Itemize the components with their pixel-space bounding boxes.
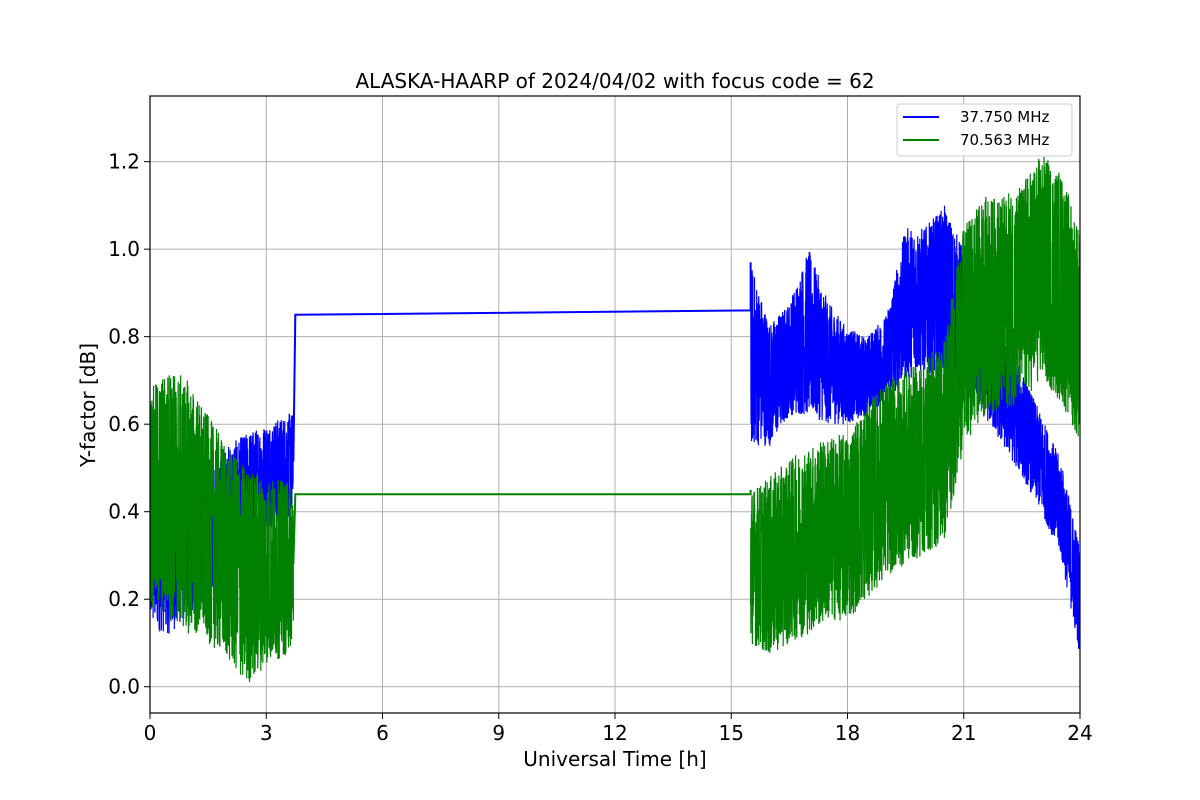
x-tick-label: 24 (1067, 721, 1092, 745)
y-tick-label: 0.8 (108, 325, 140, 349)
legend-label-70-563-mhz: 70.563 MHz (960, 131, 1049, 149)
series-trace-late (750, 205, 1080, 649)
y-tick-label: 0.0 (108, 675, 140, 699)
x-tick-label: 6 (376, 721, 389, 745)
y-tick-label: 1.0 (108, 237, 140, 261)
series-70-563-mhz (150, 156, 1080, 683)
y-tick-label: 0.2 (108, 587, 140, 611)
ticks: 0 3 6 9 12 15 18 21 24 0.0 0.2 0.4 0.6 0.8 1.0 1.2 (108, 150, 1093, 745)
x-tick-label: 0 (144, 721, 157, 745)
series-trace-late (750, 156, 1080, 654)
legend: 37.750 MHz 70.563 MHz (896, 103, 1073, 157)
x-tick-label: 18 (835, 721, 860, 745)
series-trace-early (150, 375, 294, 683)
plot-area (150, 156, 1080, 683)
chart-title: ALASKA-HAARP of 2024/04/02 with focus co… (355, 69, 874, 93)
legend-label-37-750-mhz: 37.750 MHz (960, 108, 1049, 126)
x-tick-label: 3 (260, 721, 273, 745)
y-tick-label: 0.6 (108, 412, 140, 436)
y-tick-label: 0.4 (108, 500, 140, 524)
series-gap-line (292, 489, 752, 565)
y-tick-label: 1.2 (108, 150, 140, 174)
x-tick-label: 15 (719, 721, 744, 745)
legend-box (896, 103, 1073, 157)
x-tick-label: 12 (602, 721, 627, 745)
y-axis-label: Y-factor [dB] (76, 343, 100, 468)
x-tick-label: 21 (951, 721, 976, 745)
x-axis-label: Universal Time [h] (523, 747, 706, 771)
x-tick-label: 9 (492, 721, 505, 745)
